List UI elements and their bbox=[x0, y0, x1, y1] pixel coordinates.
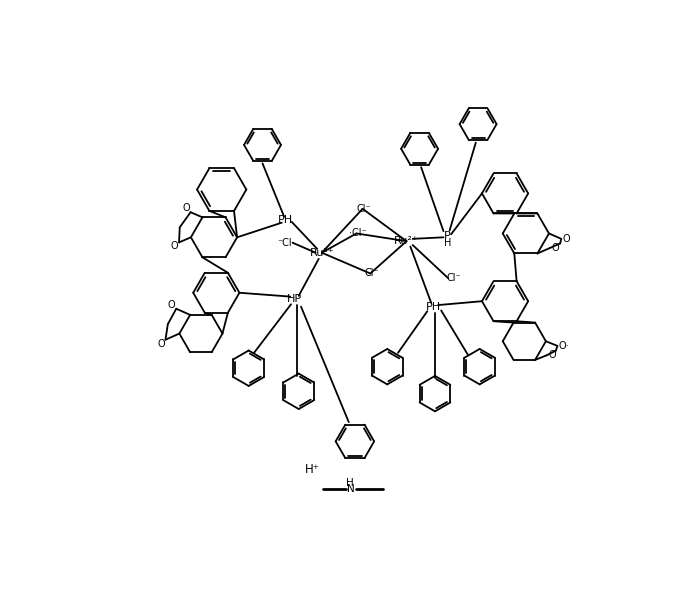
Text: O: O bbox=[157, 338, 164, 349]
Text: O: O bbox=[182, 203, 190, 213]
Text: Cl⁻: Cl⁻ bbox=[447, 273, 462, 283]
Text: O·: O· bbox=[559, 341, 569, 351]
Text: H: H bbox=[346, 478, 353, 488]
Text: O: O bbox=[168, 300, 175, 310]
Text: ⁻Cl: ⁻Cl bbox=[278, 237, 292, 248]
Text: O: O bbox=[563, 234, 570, 244]
Text: N: N bbox=[347, 484, 355, 494]
Text: Ru²⁺: Ru²⁺ bbox=[394, 236, 419, 246]
Text: ·Cl⁻: ·Cl⁻ bbox=[349, 228, 367, 239]
Text: Cl⁻: Cl⁻ bbox=[357, 204, 372, 214]
Text: Cl⁻: Cl⁻ bbox=[365, 269, 379, 279]
Text: Ru²⁺: Ru²⁺ bbox=[310, 248, 334, 258]
Text: PH: PH bbox=[278, 215, 293, 225]
Text: P: P bbox=[444, 231, 451, 241]
Text: O: O bbox=[548, 350, 556, 361]
Text: PH: PH bbox=[426, 301, 441, 312]
Text: H⁺: H⁺ bbox=[305, 463, 320, 475]
Text: HP: HP bbox=[287, 294, 302, 304]
Text: H: H bbox=[445, 239, 451, 249]
Text: O: O bbox=[551, 243, 559, 253]
Text: O: O bbox=[170, 241, 178, 251]
